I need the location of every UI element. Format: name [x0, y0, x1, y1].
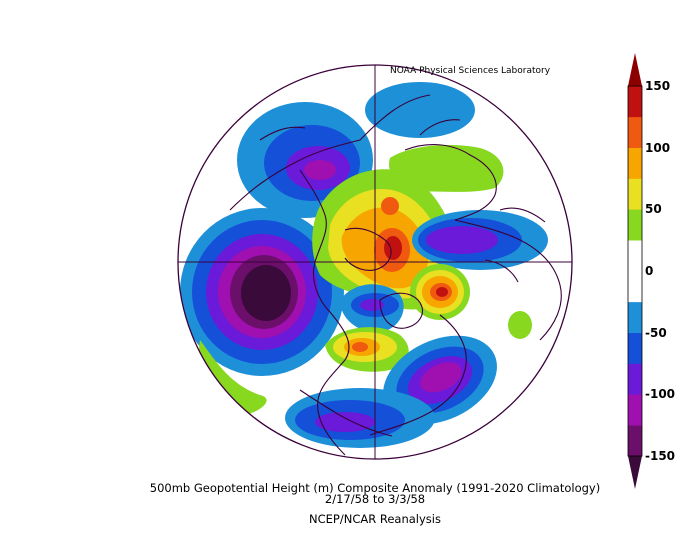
colorbar-band [628, 301, 642, 333]
north-pacific-trough [365, 82, 475, 138]
colorbar-tick-label: -150 [645, 449, 676, 463]
colorbar-band [628, 147, 642, 179]
map-title: 500mb Geopotential Height (m) Composite … [149, 481, 601, 495]
colorbar-band [628, 209, 642, 241]
colorbar-band [628, 240, 642, 272]
eurasian-trough [412, 210, 548, 270]
north-america-ridge [325, 327, 409, 372]
colorbar-band [628, 425, 642, 457]
colorbar-frame [627, 85, 643, 457]
hudson-bay-low [340, 284, 404, 333]
anomaly-field [180, 82, 548, 448]
colorbar-band [628, 178, 642, 210]
colorbar-band [628, 363, 642, 395]
colorbar-tick-label: -50 [645, 325, 667, 340]
colorbar-band [628, 86, 642, 118]
colorbar-max-arrow [628, 53, 642, 86]
colorbar-band [628, 271, 642, 303]
colorbar-band [628, 394, 642, 426]
data-source: NCEP/NCAR Reanalysis [309, 512, 441, 526]
colorbar-tick-label: 100 [645, 140, 671, 155]
colorbar-tick-label: 150 [645, 79, 671, 93]
date-range: 2/17/58 to 3/3/58 [324, 492, 426, 506]
colorbar-tick-label: 0 [645, 264, 654, 278]
credit-label: NOAA Physical Sciences Laboratory [390, 66, 551, 76]
colorbar-band [628, 332, 642, 364]
coastlines [229, 94, 562, 456]
small-ridge [508, 311, 532, 339]
colorbar-tick-label: 50 [645, 202, 662, 217]
colorbar-tick-label: -100 [645, 387, 676, 402]
colorbar-min-arrow [628, 456, 642, 489]
greenland-high [410, 264, 470, 320]
colorbar-band [628, 116, 642, 148]
subtropical-trough [285, 388, 435, 448]
scandinavian-ridge [389, 145, 504, 192]
pacific-low [180, 208, 344, 376]
colorbar [627, 53, 643, 489]
